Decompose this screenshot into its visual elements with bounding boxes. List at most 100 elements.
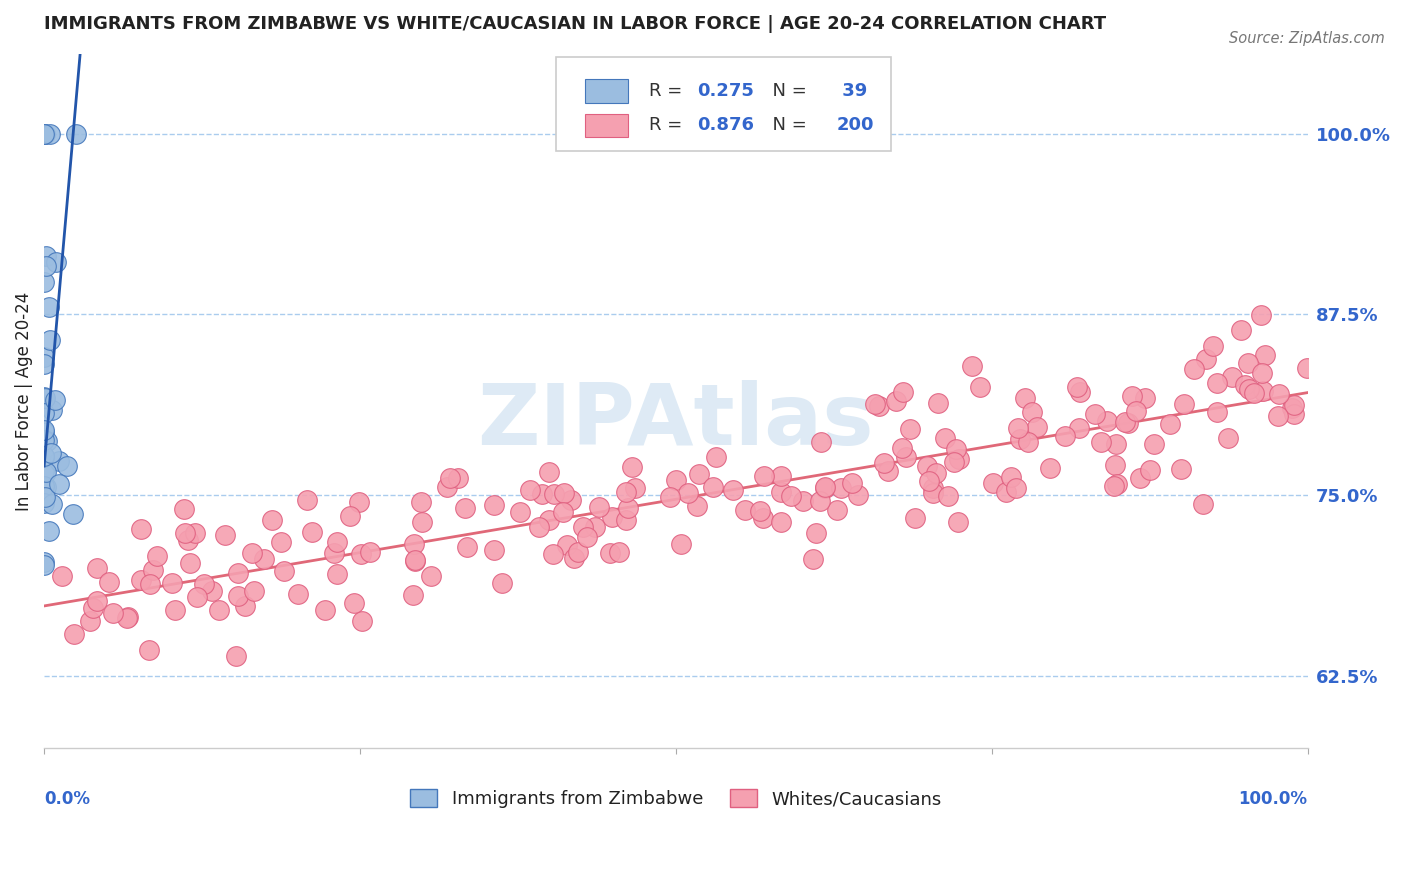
Point [752, 510, 775, 524]
Point [411, 515, 433, 529]
Point [173, 502, 195, 516]
Point [927, 396, 949, 410]
Point [32, 424, 55, 438]
Point [780, 489, 803, 503]
Point [616, 500, 638, 515]
Point [1069, 385, 1091, 400]
Point [34, 391, 56, 405]
FancyBboxPatch shape [585, 79, 628, 103]
Point [1237, 356, 1260, 370]
Point [553, 486, 575, 500]
Point [830, 481, 852, 495]
Point [810, 435, 832, 450]
Point [225, 649, 247, 664]
Point [994, 485, 1017, 500]
Point [934, 431, 956, 445]
Point [659, 490, 682, 504]
Point [607, 544, 630, 558]
Point [117, 610, 139, 624]
Text: N =: N = [761, 117, 813, 135]
Point [1284, 398, 1306, 412]
Point [792, 494, 814, 508]
Point [419, 569, 441, 583]
Point [48, 477, 70, 491]
Text: 0.0%: 0.0% [44, 789, 90, 807]
Text: 0.275: 0.275 [697, 82, 754, 100]
Point [983, 476, 1005, 491]
Point [890, 441, 912, 455]
Point [1090, 434, 1112, 449]
Point [456, 540, 478, 554]
Point [527, 519, 550, 533]
Point [97, 574, 120, 589]
Point [82, 601, 104, 615]
Point [32, 434, 55, 448]
Point [44, 393, 66, 408]
Point [576, 530, 599, 544]
Point [39, 127, 62, 141]
Point [1021, 404, 1043, 418]
Point [1007, 421, 1029, 435]
Point [1095, 414, 1118, 428]
Point [1251, 384, 1274, 398]
Point [287, 586, 309, 600]
FancyBboxPatch shape [585, 113, 628, 137]
Point [770, 469, 793, 483]
Text: 100.0%: 100.0% [1239, 789, 1308, 807]
Point [704, 450, 727, 464]
Point [538, 513, 561, 527]
Point [32, 450, 55, 464]
Point [270, 534, 292, 549]
Point [439, 471, 461, 485]
Point [243, 584, 266, 599]
Point [201, 583, 224, 598]
Point [614, 484, 637, 499]
Point [38, 524, 60, 538]
Point [34, 490, 56, 504]
Point [948, 451, 970, 466]
Point [1159, 417, 1181, 432]
Point [921, 481, 943, 495]
Point [1267, 386, 1289, 401]
Text: Source: ZipAtlas.com: Source: ZipAtlas.com [1229, 31, 1385, 46]
Point [146, 549, 169, 564]
Point [848, 488, 870, 502]
Point [1014, 392, 1036, 406]
Point [918, 474, 941, 488]
Point [541, 548, 564, 562]
Point [1017, 435, 1039, 450]
Point [35, 480, 58, 494]
Point [491, 575, 513, 590]
Point [1066, 380, 1088, 394]
Point [482, 498, 505, 512]
Point [721, 483, 744, 497]
Point [946, 515, 969, 529]
Point [553, 504, 575, 518]
Point [1281, 401, 1303, 415]
Point [86, 593, 108, 607]
Point [1000, 469, 1022, 483]
Point [273, 564, 295, 578]
Point [447, 471, 470, 485]
Legend: Immigrants from Zimbabwe, Whites/Caucasians: Immigrants from Zimbabwe, Whites/Caucasi… [402, 781, 949, 815]
Point [179, 557, 201, 571]
Point [32, 558, 55, 573]
Point [873, 456, 896, 470]
Point [614, 513, 637, 527]
Point [484, 542, 506, 557]
Point [562, 551, 585, 566]
Point [936, 489, 959, 503]
Text: 200: 200 [837, 117, 875, 135]
Point [669, 536, 692, 550]
Point [41, 403, 63, 417]
Point [138, 643, 160, 657]
Point [48, 454, 70, 468]
Point [560, 493, 582, 508]
Point [869, 400, 891, 414]
Point [359, 544, 381, 558]
FancyBboxPatch shape [555, 57, 890, 151]
Point [1129, 470, 1152, 484]
Point [32, 406, 55, 420]
Point [685, 499, 707, 513]
Point [142, 563, 165, 577]
